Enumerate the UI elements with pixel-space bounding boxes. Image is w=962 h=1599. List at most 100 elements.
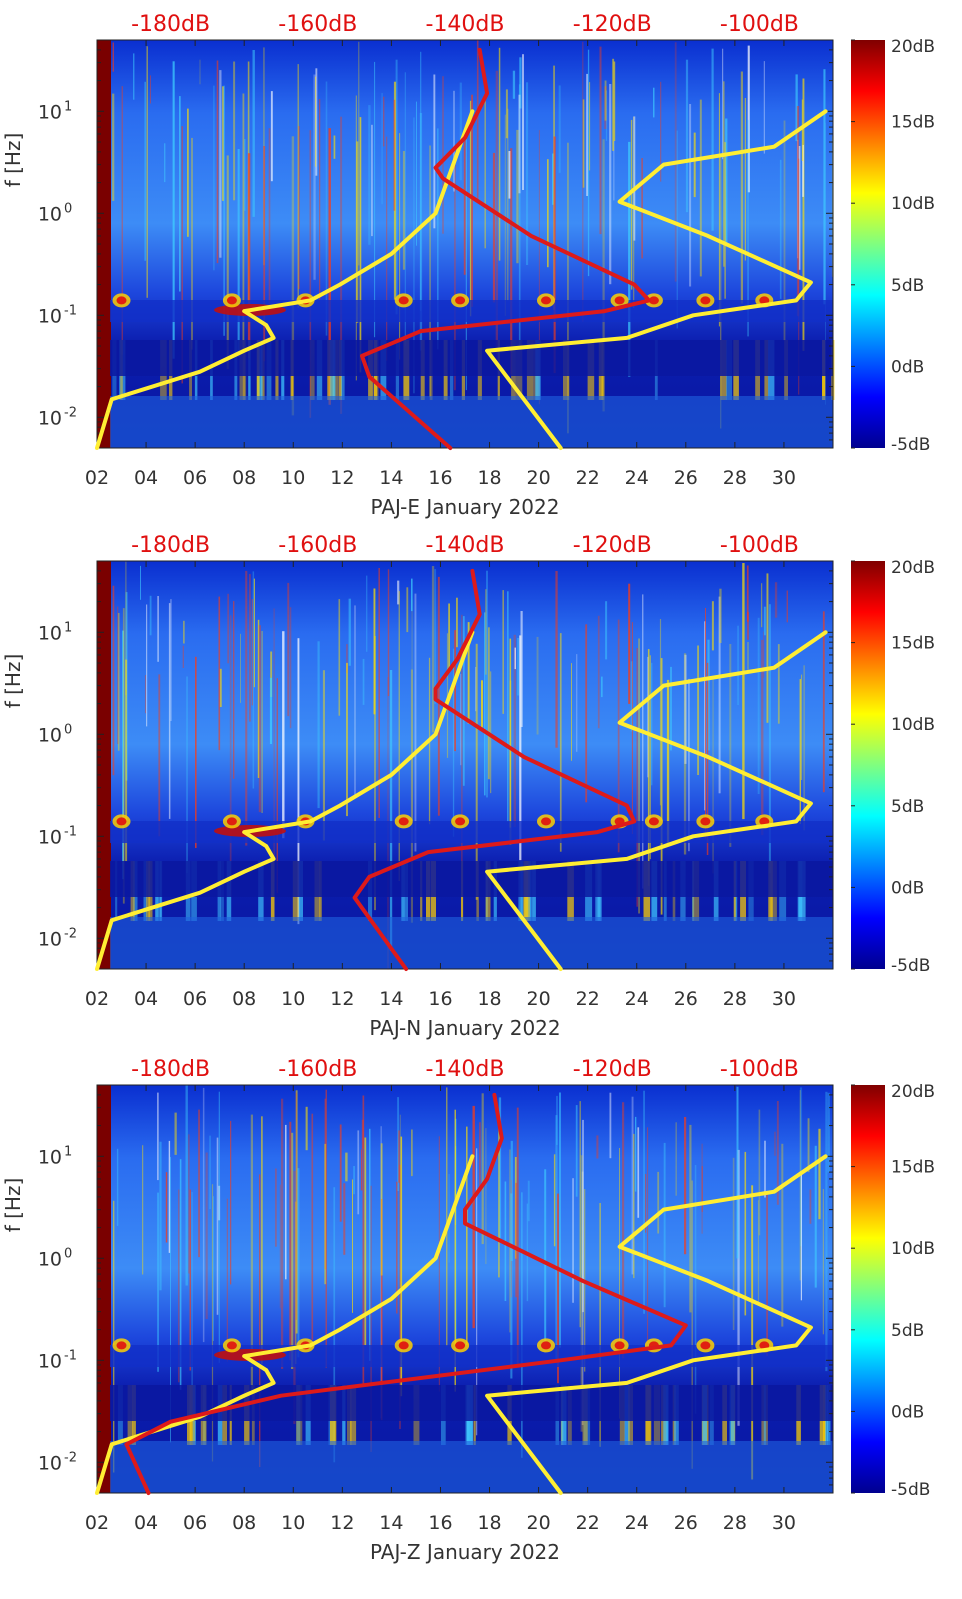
x-tick-label: 16 (428, 467, 452, 489)
spectrogram-stripe (389, 670, 393, 951)
spectrogram-stripe (313, 74, 316, 280)
spectrogram-stripe (371, 124, 373, 237)
y-axis-label: f [Hz] (1, 654, 25, 709)
spectrogram-stripe (628, 583, 631, 704)
microseism-peak-core (226, 817, 237, 826)
spectrogram-stripe (736, 1086, 739, 1259)
colorbar-label: 5dB (891, 797, 924, 817)
spectrogram-stripe (724, 142, 726, 299)
spectrogram-stripe (395, 59, 398, 315)
colorbar-label: 0dB (891, 878, 924, 898)
spectrogram-stripe (691, 1180, 693, 1469)
spectrogram-stripe (683, 653, 687, 855)
spectrogram-stripe (818, 1128, 821, 1220)
spectrogram-stripe (251, 599, 253, 706)
spectrogram-stripe (558, 85, 561, 173)
spectrogram-stripe (742, 563, 745, 820)
spectrogram-stripe (159, 1141, 162, 1291)
microseism-peak-core (759, 817, 770, 826)
spectrogram-stripe (222, 86, 224, 201)
spectrogram-stripe (454, 1109, 456, 1392)
spectrogram-stripe (202, 1087, 205, 1343)
spectrogram-stripe (146, 604, 148, 727)
spectrogram-stripe (514, 647, 516, 670)
x-tick-label: 02 (85, 467, 109, 489)
spectrogram-stripe (518, 94, 521, 194)
x-tick-label: 08 (232, 467, 256, 489)
spectrogram-stripe (587, 49, 590, 277)
spectrogram-stripe (510, 1140, 513, 1261)
spectrogram-stripe (609, 84, 612, 285)
spectrogram-stripe (506, 108, 509, 301)
microseism-peak-core (116, 1341, 127, 1350)
spectrogram-stripe (186, 676, 188, 874)
spectrogram-stripe (398, 1130, 400, 1183)
spectrogram-stripe (346, 644, 348, 674)
spectrogram-stripe (452, 648, 455, 837)
spectrogram-stripe (466, 1126, 468, 1349)
spectrogram-stripe (768, 604, 771, 874)
spectrogram-stripe (479, 1122, 481, 1191)
spectrogram-stripe (358, 41, 360, 266)
colorbar-label: 5dB (891, 276, 924, 296)
spectrogram-stripe (282, 631, 285, 839)
spectrogram-stripe (297, 64, 299, 308)
spectrogram-stripe (747, 119, 749, 337)
spectrogram-stripe (520, 611, 523, 727)
spectrogram-stripe (633, 116, 635, 308)
spectrogram-stripe (547, 159, 549, 268)
microseism-peak-core (226, 1341, 237, 1350)
x-tick-label: 06 (183, 467, 207, 489)
spectrogram-stripe (599, 46, 602, 235)
spectrogram-stripe (527, 1180, 530, 1222)
y-tick-exponent: -1 (64, 303, 77, 318)
spectrogram-stripe (404, 72, 406, 347)
spectrogram-stripe (406, 587, 409, 633)
microseism-peak-core (116, 296, 127, 305)
spectrogram-stripe (433, 74, 436, 229)
spectrogram-stripe (339, 1124, 342, 1222)
spectrogram-stripe (442, 76, 444, 234)
spectrogram-stripe (410, 669, 413, 923)
spectrogram-stripe (174, 1112, 177, 1155)
spectrogram-stripe (437, 128, 439, 350)
median-PSD-line (360, 47, 651, 450)
median-PSD-line (352, 568, 637, 971)
spectrogram-stripe (219, 668, 222, 707)
spectrogram-stripe (133, 53, 135, 100)
spectrogram-stripe (315, 76, 317, 167)
spectrogram-stripe (653, 87, 655, 118)
spectrogram-stripe (218, 1091, 220, 1363)
spectrogram-stripe (212, 1196, 214, 1341)
microseism-peak-core (226, 296, 237, 305)
spectrogram-stripe (612, 58, 615, 151)
spectrogram-stripe (460, 673, 462, 766)
spectrogram-stripe (145, 675, 146, 714)
x-tick-label: 06 (183, 1512, 207, 1534)
spectrogram-stripe (801, 99, 804, 161)
spectrogram-panel-n: 02 04 06 08 10 12 14 16 18 20 22 24 26 28 30 10 -210 -11… (1, 533, 935, 1040)
spectrogram-stripe (289, 607, 292, 729)
x-tick-label: 20 (527, 1512, 551, 1534)
x-tick-label: 16 (428, 988, 452, 1010)
spectrogram-stripe (642, 594, 644, 889)
y-tick-exponent: -2 (64, 405, 77, 420)
microseism-peak-core (648, 296, 659, 305)
top-axis-label: -100dB (720, 12, 799, 37)
y-tick-label: 10 (38, 1452, 62, 1474)
microseism-peak-core (398, 296, 409, 305)
spectrogram-stripe (250, 1114, 253, 1393)
spectrogram-stripe (454, 630, 456, 752)
x-tick-label: 08 (232, 988, 256, 1010)
spectrogram-stripe (289, 1121, 292, 1361)
y-tick-label: 10 (38, 305, 62, 327)
spectrogram-stripe (357, 1130, 360, 1215)
spectrogram-stripe (649, 655, 651, 860)
spectrogram-stripe (237, 149, 240, 357)
spectrogram-stripe (233, 601, 235, 779)
spectrogram-stripe (393, 99, 396, 211)
spectrogram-stripe (352, 1179, 353, 1313)
spectrogram-stripe (684, 654, 687, 764)
spectrogram-stripe (345, 1152, 348, 1182)
spectrogram-stripe (536, 636, 539, 735)
